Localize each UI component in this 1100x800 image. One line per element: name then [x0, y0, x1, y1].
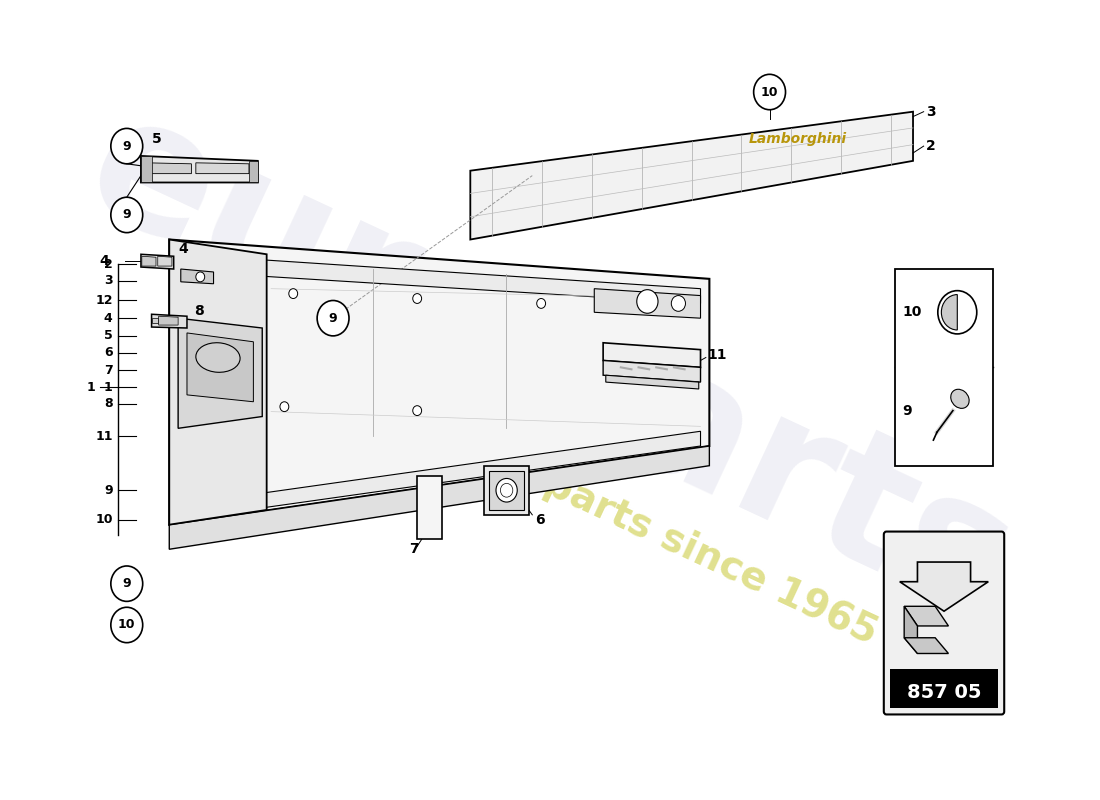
- Circle shape: [537, 298, 546, 308]
- Text: 6: 6: [104, 346, 112, 359]
- Text: 3: 3: [104, 274, 112, 287]
- Ellipse shape: [950, 390, 969, 408]
- Polygon shape: [169, 446, 710, 550]
- Polygon shape: [152, 314, 187, 328]
- Circle shape: [496, 478, 517, 502]
- Polygon shape: [249, 161, 257, 182]
- Text: a passion for parts since 1965: a passion for parts since 1965: [270, 338, 883, 652]
- Polygon shape: [158, 316, 178, 325]
- Polygon shape: [603, 361, 701, 382]
- Text: 8: 8: [194, 304, 204, 318]
- Circle shape: [289, 289, 298, 298]
- Text: 1: 1: [103, 381, 112, 394]
- Text: 2: 2: [103, 258, 112, 270]
- FancyBboxPatch shape: [883, 531, 1004, 714]
- Circle shape: [754, 74, 785, 110]
- Polygon shape: [141, 254, 174, 269]
- Polygon shape: [152, 318, 157, 323]
- Text: 4: 4: [103, 312, 112, 325]
- Polygon shape: [157, 256, 172, 266]
- Text: 12: 12: [95, 294, 112, 307]
- Text: 9: 9: [329, 312, 338, 325]
- Bar: [417, 475, 442, 539]
- Circle shape: [412, 406, 421, 415]
- Text: 1: 1: [86, 381, 95, 394]
- Bar: [484, 466, 529, 515]
- Polygon shape: [603, 342, 701, 367]
- Circle shape: [111, 566, 143, 602]
- Text: 9: 9: [902, 404, 912, 418]
- Text: 9: 9: [122, 140, 131, 153]
- Polygon shape: [594, 289, 701, 318]
- Polygon shape: [196, 163, 249, 174]
- Polygon shape: [178, 318, 262, 428]
- Circle shape: [279, 402, 289, 411]
- Circle shape: [671, 295, 685, 311]
- Text: 11: 11: [95, 430, 112, 442]
- Text: Lamborghini: Lamborghini: [749, 132, 847, 146]
- Text: 4: 4: [99, 254, 109, 268]
- Bar: [890, 669, 998, 707]
- Circle shape: [196, 272, 205, 282]
- Text: 10: 10: [95, 514, 112, 526]
- Polygon shape: [904, 638, 948, 654]
- Circle shape: [111, 198, 143, 233]
- Text: 5: 5: [152, 132, 162, 146]
- Wedge shape: [942, 294, 957, 330]
- Polygon shape: [169, 239, 710, 525]
- Polygon shape: [141, 156, 257, 182]
- Polygon shape: [147, 163, 191, 174]
- Circle shape: [500, 483, 513, 497]
- Circle shape: [938, 290, 977, 334]
- Text: europarts: europarts: [60, 77, 1040, 658]
- Circle shape: [412, 294, 421, 303]
- Text: 9: 9: [122, 209, 131, 222]
- Text: 10: 10: [761, 86, 779, 98]
- Text: 4: 4: [178, 242, 188, 256]
- Circle shape: [637, 290, 658, 314]
- Polygon shape: [178, 431, 701, 520]
- Text: 857 05: 857 05: [906, 682, 981, 702]
- Polygon shape: [187, 333, 253, 402]
- Bar: [488, 470, 525, 510]
- Text: 6: 6: [535, 513, 544, 526]
- Text: 8: 8: [104, 398, 112, 410]
- Polygon shape: [904, 606, 948, 626]
- Circle shape: [317, 301, 349, 336]
- Text: 10: 10: [902, 306, 922, 319]
- Bar: [895, 269, 992, 466]
- Polygon shape: [178, 254, 701, 303]
- Text: 7: 7: [409, 542, 418, 556]
- Circle shape: [111, 129, 143, 164]
- Polygon shape: [180, 269, 213, 284]
- Polygon shape: [141, 156, 152, 182]
- Polygon shape: [606, 375, 698, 389]
- Polygon shape: [169, 239, 266, 525]
- Ellipse shape: [196, 342, 240, 372]
- Text: 10: 10: [118, 618, 135, 631]
- Polygon shape: [900, 562, 988, 611]
- Text: 11: 11: [707, 347, 727, 362]
- Text: 2: 2: [926, 139, 936, 153]
- Text: 9: 9: [122, 577, 131, 590]
- Polygon shape: [471, 112, 913, 239]
- Text: 3: 3: [926, 105, 936, 118]
- Polygon shape: [904, 606, 917, 654]
- Text: 9: 9: [104, 484, 112, 497]
- Polygon shape: [142, 256, 156, 266]
- Text: 5: 5: [103, 330, 112, 342]
- Circle shape: [111, 607, 143, 642]
- Text: 7: 7: [103, 364, 112, 377]
